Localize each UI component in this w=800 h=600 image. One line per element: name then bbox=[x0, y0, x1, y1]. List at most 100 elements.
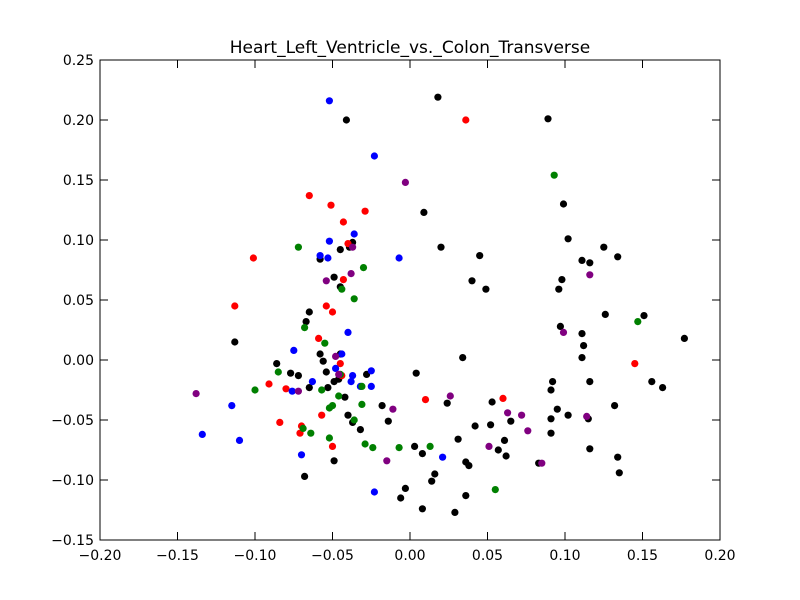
data-point bbox=[294, 243, 302, 251]
data-point bbox=[431, 470, 439, 478]
data-point bbox=[426, 442, 434, 450]
data-point bbox=[553, 405, 561, 413]
data-point bbox=[437, 243, 445, 251]
data-point bbox=[428, 477, 436, 485]
data-point bbox=[347, 378, 355, 386]
data-point bbox=[578, 256, 586, 264]
data-point bbox=[395, 444, 403, 452]
data-point bbox=[192, 390, 200, 398]
data-point bbox=[265, 380, 273, 388]
data-point bbox=[397, 494, 405, 502]
data-point bbox=[294, 372, 302, 380]
data-point bbox=[614, 253, 622, 261]
data-point bbox=[465, 462, 473, 470]
data-point bbox=[336, 246, 344, 254]
data-point bbox=[395, 254, 403, 262]
data-point bbox=[443, 399, 451, 407]
x-tick-label: −0.15 bbox=[156, 548, 199, 564]
data-point bbox=[367, 382, 375, 390]
data-point bbox=[358, 382, 366, 390]
data-point bbox=[370, 488, 378, 496]
y-tick-label: 0.15 bbox=[63, 173, 94, 189]
data-point bbox=[344, 411, 352, 419]
data-point bbox=[316, 350, 324, 358]
y-tick-label: −0.05 bbox=[51, 413, 94, 429]
data-point bbox=[383, 457, 391, 465]
data-point bbox=[235, 436, 244, 444]
points-layer bbox=[192, 93, 689, 516]
data-point bbox=[631, 360, 639, 368]
y-tick-label: 0.20 bbox=[63, 113, 94, 129]
data-point bbox=[547, 429, 555, 437]
data-point bbox=[538, 459, 546, 467]
data-point bbox=[556, 322, 565, 330]
data-point bbox=[601, 310, 609, 318]
x-tick-label: 0.15 bbox=[627, 548, 658, 564]
data-point bbox=[325, 434, 333, 442]
data-point bbox=[614, 453, 622, 461]
data-point bbox=[288, 387, 296, 395]
data-point bbox=[350, 416, 358, 424]
data-point bbox=[305, 192, 313, 200]
data-point bbox=[328, 308, 337, 316]
x-tick-label: −0.10 bbox=[234, 548, 277, 564]
x-tick-label: 0.05 bbox=[472, 548, 503, 564]
ticks-layer: −0.20 −0.15 −0.10 −0.05 0.00 0.05 0.10 0.15 0.20… bbox=[51, 53, 735, 564]
data-point bbox=[350, 295, 358, 303]
data-point bbox=[318, 386, 326, 394]
data-point bbox=[231, 302, 239, 310]
data-point bbox=[586, 259, 594, 267]
data-point bbox=[611, 402, 619, 410]
x-tick-label: 0.00 bbox=[394, 548, 425, 564]
data-point bbox=[462, 116, 470, 124]
data-point bbox=[418, 450, 426, 458]
data-point bbox=[615, 469, 623, 477]
data-point bbox=[446, 392, 454, 400]
data-point bbox=[369, 444, 377, 452]
data-point bbox=[504, 409, 512, 417]
data-point bbox=[367, 367, 375, 375]
data-point bbox=[276, 418, 284, 426]
data-point bbox=[361, 440, 369, 448]
y-tick-label: 0.00 bbox=[63, 353, 94, 369]
data-point bbox=[198, 430, 206, 438]
data-point bbox=[488, 398, 496, 406]
y-tick-label: 0.05 bbox=[63, 293, 94, 309]
data-point bbox=[350, 230, 358, 238]
data-point bbox=[462, 492, 470, 500]
data-point bbox=[434, 93, 442, 101]
data-point bbox=[335, 370, 343, 378]
data-point bbox=[578, 330, 586, 338]
data-point bbox=[459, 354, 467, 362]
data-point bbox=[338, 285, 346, 293]
chart-title: Heart_Left_Ventricle_vs._Colon_Transvers… bbox=[230, 38, 591, 58]
data-point bbox=[299, 424, 307, 432]
data-point bbox=[335, 392, 343, 400]
data-point bbox=[290, 346, 298, 354]
data-point bbox=[412, 369, 420, 377]
data-point bbox=[305, 384, 313, 392]
data-point bbox=[332, 352, 340, 360]
data-point bbox=[339, 276, 347, 284]
data-point bbox=[347, 270, 355, 278]
y-tick-label: −0.10 bbox=[51, 473, 94, 489]
data-point bbox=[518, 411, 526, 419]
data-point bbox=[544, 115, 552, 123]
data-point bbox=[282, 385, 290, 393]
data-point bbox=[316, 252, 324, 260]
data-point bbox=[494, 446, 502, 454]
y-tick-label: 0.25 bbox=[63, 53, 94, 69]
data-point bbox=[564, 411, 572, 419]
data-point bbox=[322, 277, 330, 285]
x-tick-label: 0.20 bbox=[704, 548, 735, 564]
data-point bbox=[324, 384, 332, 392]
data-point bbox=[308, 378, 316, 386]
data-point bbox=[330, 273, 338, 281]
data-point bbox=[325, 97, 333, 105]
data-point bbox=[339, 218, 347, 226]
data-point bbox=[384, 417, 392, 425]
data-point bbox=[321, 339, 329, 347]
data-point bbox=[378, 402, 386, 410]
y-tick-label: 0.10 bbox=[63, 233, 94, 249]
data-point bbox=[680, 334, 689, 342]
